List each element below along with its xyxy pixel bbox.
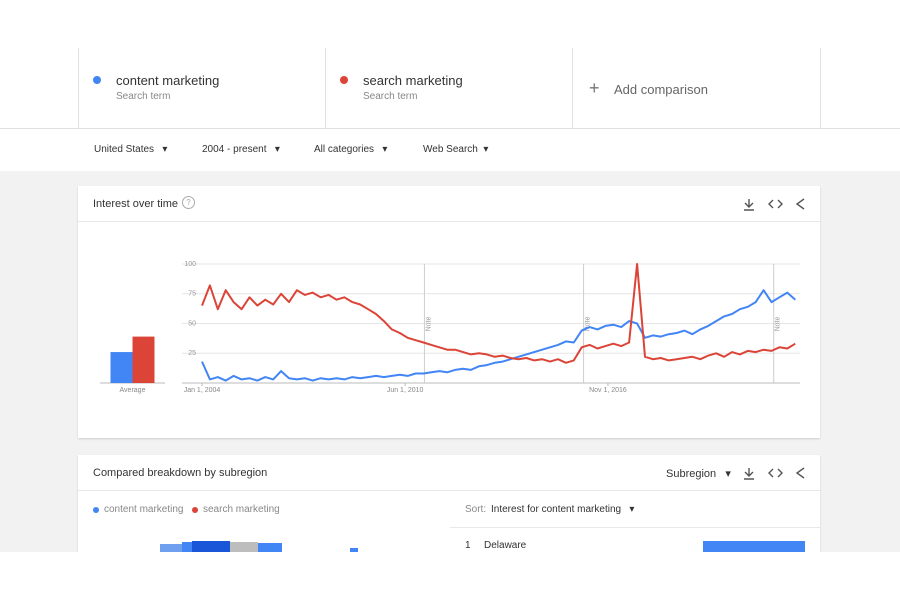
card-divider (78, 221, 820, 222)
sort-value: Interest for content marketing (491, 504, 622, 515)
card (78, 455, 820, 555)
dropdown-label: Subregion (666, 468, 717, 480)
region-rank: 1 (465, 540, 471, 551)
term-name[interactable]: search marketing (363, 73, 463, 88)
map-region (230, 542, 258, 552)
filter[interactable]: United States ▾ (94, 144, 168, 155)
term-caption: Search term (116, 91, 171, 102)
filter-label: All categories (314, 144, 375, 155)
region-bar (703, 541, 805, 552)
term-dot (93, 76, 101, 84)
filter[interactable]: Web Search ▾ (423, 144, 489, 155)
term-dot (340, 76, 348, 84)
map-region (160, 544, 182, 552)
divider (572, 48, 573, 128)
legend-dot (93, 507, 99, 513)
help-icon[interactable]: ? (182, 196, 195, 209)
filter-label: Web Search (423, 144, 478, 155)
card-divider (78, 490, 820, 491)
filter[interactable]: All categories ▾ (314, 144, 388, 155)
add-comparison[interactable]: Add comparison (614, 82, 708, 97)
plus-icon[interactable]: + (589, 78, 600, 98)
region-dropdown[interactable]: Subregion ▾ (666, 468, 731, 480)
map-region (350, 548, 358, 552)
divider (820, 48, 821, 128)
footer-space (0, 552, 900, 600)
legend-dot (192, 507, 198, 513)
region-name[interactable]: Delaware (484, 540, 527, 551)
legend-label: content marketing (104, 504, 184, 515)
filter-label: 2004 - present (202, 144, 267, 155)
divider (325, 48, 326, 128)
filter-label: United States (94, 144, 155, 155)
legend-label: search marketing (203, 504, 280, 515)
tabs (78, 48, 821, 128)
filter[interactable]: 2004 - present ▾ (202, 144, 280, 155)
term-name[interactable]: content marketing (116, 73, 220, 88)
card-divider (450, 527, 820, 528)
card-title: Compared breakdown by subregion (93, 467, 268, 479)
filter-bar (0, 128, 900, 172)
map-region (182, 542, 192, 552)
card-title: Interest over time (93, 198, 178, 210)
map-region (258, 543, 282, 552)
sort-label: Sort: (465, 504, 487, 515)
term-caption: Search term (363, 91, 418, 102)
card (78, 186, 820, 438)
sort-dropdown[interactable]: Interest for content marketing ▾ (491, 504, 635, 515)
map-region (192, 541, 230, 552)
